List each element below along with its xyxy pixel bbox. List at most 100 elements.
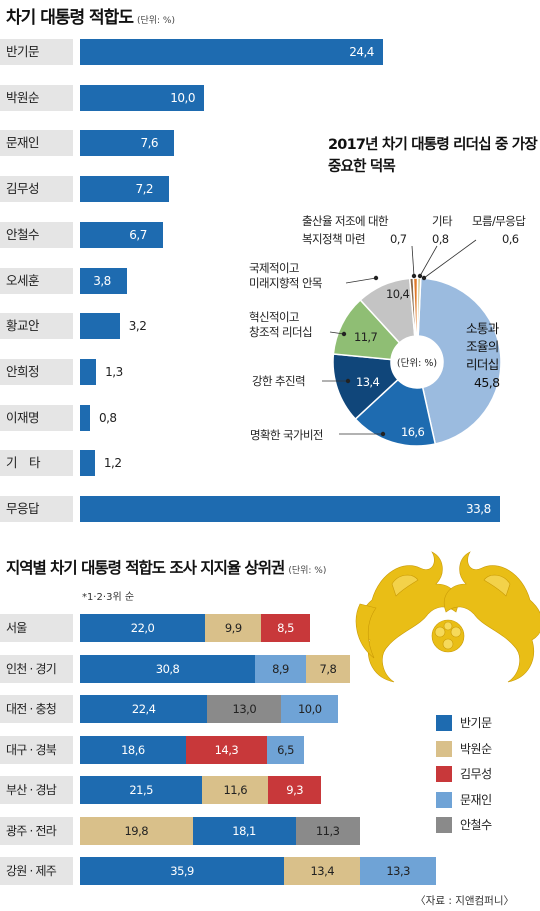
bar <box>80 450 95 476</box>
leader-line <box>423 239 477 279</box>
category-label: 김무성 <box>0 176 73 202</box>
stack-segment: 6,5 <box>267 736 305 764</box>
bar <box>80 268 128 294</box>
legend-swatch <box>436 817 452 833</box>
slice-label: 출산율 저조에 대한 <box>302 214 389 228</box>
stack-segment: 13,4 <box>284 857 361 885</box>
legend-label: 반기문 <box>460 716 492 730</box>
stack-segment: 13,0 <box>207 695 282 723</box>
leader-dot <box>341 331 347 337</box>
slice-label: 모름/무응답 <box>472 214 526 228</box>
region-label: 강원 · 제주 <box>0 857 73 885</box>
stack-segment: 10,0 <box>281 695 339 723</box>
pie-slice <box>417 277 502 445</box>
data-label: 33,8 <box>466 502 491 516</box>
data-label: 1,2 <box>103 456 122 470</box>
stack-segment: 8,5 <box>261 614 310 642</box>
legend-swatch <box>436 766 452 782</box>
stack-segment: 8,9 <box>255 655 306 683</box>
slice-value: 16,6 <box>401 425 425 439</box>
slice-value: 10,4 <box>386 287 410 301</box>
leader-dot <box>380 431 386 437</box>
legend-label: 박원순 <box>460 741 492 756</box>
stack-segment: 14,3 <box>185 736 268 764</box>
pie-title: 2017년 차기 대통령 리더십 중 가장 중요한 덕목 <box>328 137 538 175</box>
stack-segment: 30,8 <box>80 655 256 683</box>
slice-value: 45,8 <box>474 375 500 390</box>
leader-dot <box>345 378 351 384</box>
region-label: 대전 · 충청 <box>0 695 73 723</box>
leader-dot <box>421 275 427 281</box>
slice-label: 강한 추진력 <box>252 374 306 388</box>
slice-label: 조율의 <box>466 339 499 354</box>
legend-swatch <box>436 791 452 808</box>
data-label: 24,4 <box>349 45 374 59</box>
region-label: 서울 <box>0 614 73 642</box>
region-label: 대구 · 경북 <box>0 736 73 764</box>
legend-swatch <box>436 715 452 731</box>
data-label: 6,7 <box>129 228 147 242</box>
legend-label: 문재인 <box>460 792 492 807</box>
bar <box>80 405 90 431</box>
category-label: 오세훈 <box>0 268 73 294</box>
legend-label: 김무성 <box>460 767 492 781</box>
leader-line <box>329 331 345 335</box>
bar <box>80 496 500 522</box>
slice-label: 국제적이고 <box>249 261 300 275</box>
category-label: 황교안 <box>0 313 73 339</box>
stack-segment: 11,6 <box>202 776 269 804</box>
legend-swatch <box>436 740 452 757</box>
pie-unit-label: (단위: %) <box>397 357 437 369</box>
source-note: 〈자료 : 지앤컴퍼니〉 <box>415 895 514 907</box>
slice-label: 창조적 리더십 <box>249 325 313 339</box>
stack-segment: 21,5 <box>80 776 203 804</box>
slice-value: 0,7 <box>390 232 407 246</box>
bar <box>80 85 205 111</box>
slice-label: 미래지향적 안목 <box>249 276 323 290</box>
category-label: 문재인 <box>0 130 73 156</box>
chart-title-regional: 지역별 차기 대통령 적합도 조사 지지율 상위권 (단위: %) <box>6 556 326 578</box>
data-label: 3,8 <box>93 274 111 288</box>
data-label: 1,3 <box>105 365 123 379</box>
stack-segment: 9,3 <box>268 776 322 804</box>
rank-note: *1·2·3위 순 <box>82 592 135 603</box>
pie-slice <box>416 277 422 337</box>
stack-segment: 22,0 <box>80 614 206 642</box>
bar <box>80 130 175 156</box>
leader-dot <box>373 275 379 281</box>
bar <box>80 176 170 202</box>
stack-segment: 19,8 <box>80 817 193 845</box>
slice-value: 11,7 <box>354 330 378 344</box>
title-text: 차기 대통령 적합도 <box>6 8 134 28</box>
pie-slice <box>354 378 437 447</box>
data-label: 7,2 <box>135 182 154 196</box>
bar <box>80 39 384 65</box>
category-label: 박원순 <box>0 85 73 111</box>
data-label: 7,6 <box>140 136 159 150</box>
stack-segment: 13,3 <box>360 857 436 885</box>
leader-dot <box>417 273 423 279</box>
stack-segment: 7,8 <box>305 655 351 683</box>
legend-label: 안철수 <box>460 818 492 832</box>
region-label: 광주 · 전라 <box>0 817 73 845</box>
category-label: 안희정 <box>0 359 73 385</box>
slice-label: 복지정책 마련 <box>302 232 366 246</box>
leader-line <box>411 245 415 277</box>
slice-value: 13,4 <box>356 375 380 389</box>
slice-label: 명확한 국가비전 <box>250 428 324 442</box>
slice-label: 혁신적이고 <box>249 310 300 324</box>
stack-segment: 22,4 <box>80 695 208 723</box>
leader-line <box>419 245 438 277</box>
data-label: 10,0 <box>170 91 195 105</box>
stack-segment: 11,3 <box>295 817 360 845</box>
data-label: 3,2 <box>128 319 147 333</box>
stack-segment: 35,9 <box>80 857 285 885</box>
slice-value: 0,8 <box>432 232 449 246</box>
unit-label: (단위: %) <box>136 16 175 26</box>
leader-line <box>345 277 377 284</box>
region-label: 부산 · 경남 <box>0 776 73 804</box>
category-label: 이재명 <box>0 405 73 431</box>
bar <box>80 222 164 248</box>
